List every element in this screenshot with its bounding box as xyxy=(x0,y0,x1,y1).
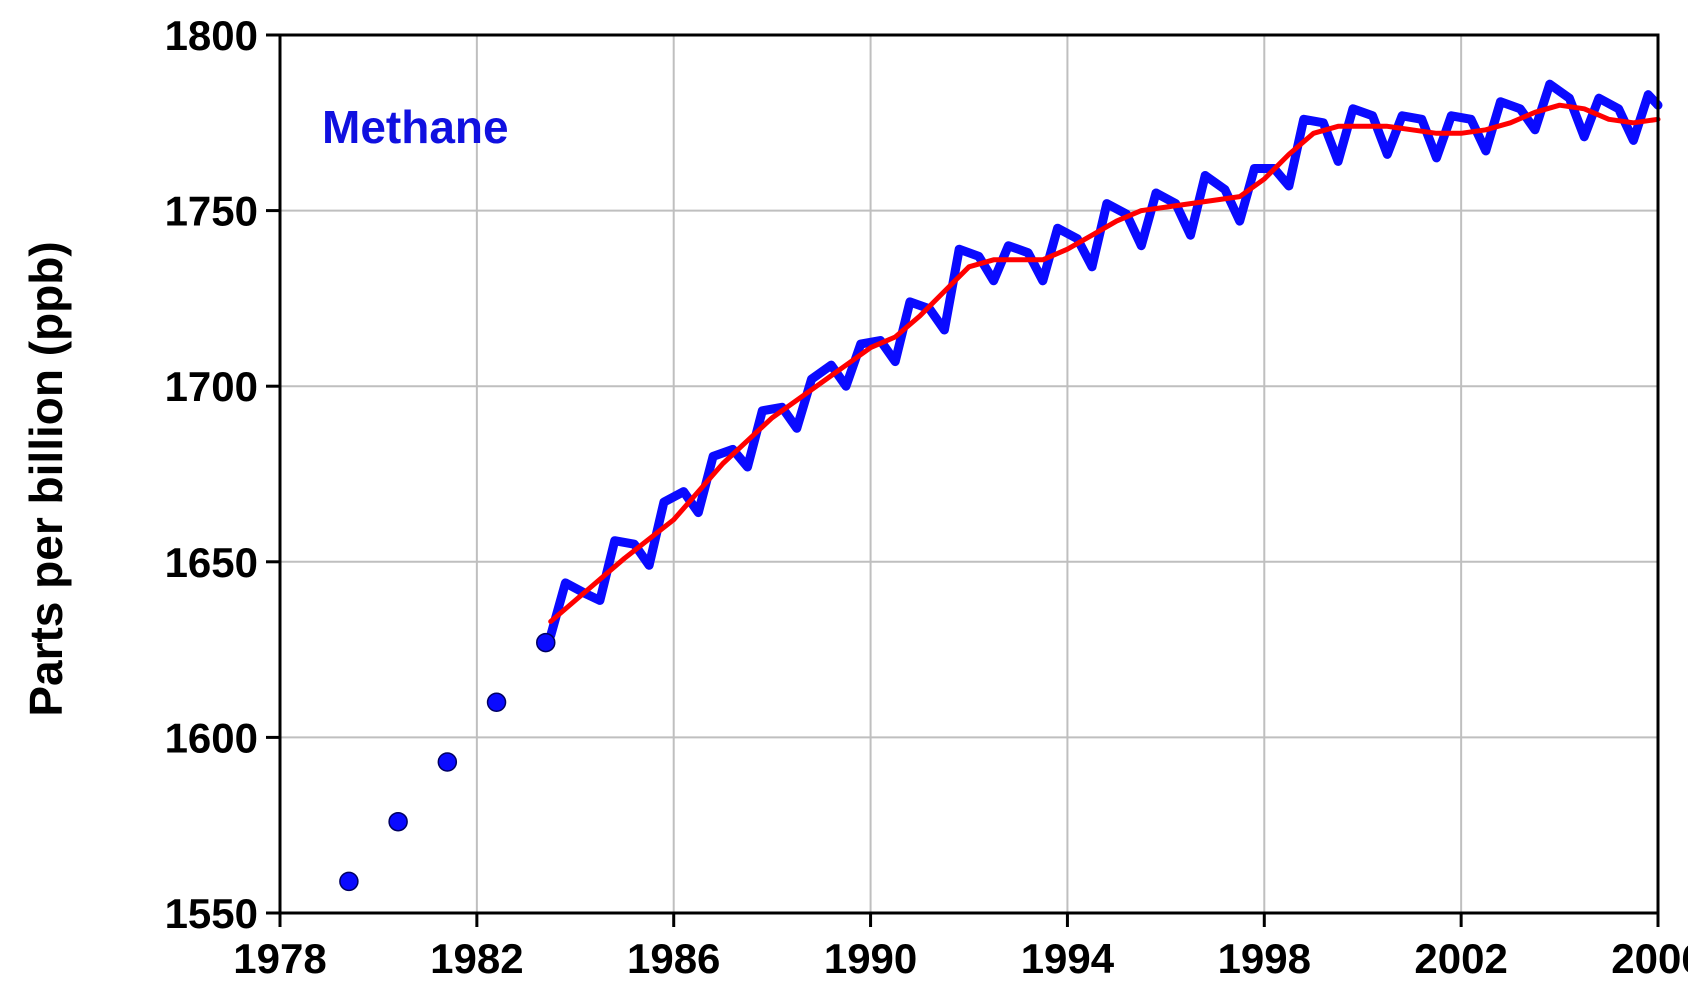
trend-series-line xyxy=(548,102,1661,624)
x-tick-label: 1990 xyxy=(824,935,917,982)
plot-area xyxy=(339,79,1663,892)
y-tick-label: 1750 xyxy=(165,188,258,235)
gridlines xyxy=(279,34,1659,914)
y-tick-label: 1650 xyxy=(165,539,258,586)
y-tick-label: 1600 xyxy=(165,714,258,761)
x-tick-label: 2006 xyxy=(1611,935,1688,982)
plot-frame xyxy=(278,33,1660,915)
annual-data-point xyxy=(536,632,556,653)
y-tick-label: 1800 xyxy=(165,12,258,59)
x-tick-label: 2002 xyxy=(1414,935,1507,982)
annual-data-point xyxy=(486,692,507,713)
x-tick-label: 1998 xyxy=(1218,935,1311,982)
annual-data-point xyxy=(339,871,359,892)
y-axis-label: Parts per billion (ppb) xyxy=(20,241,72,716)
monthly-series-line xyxy=(546,79,1663,641)
x-tick-label: 1986 xyxy=(627,935,720,982)
x-tick-label: 1982 xyxy=(430,935,523,982)
annual-data-point xyxy=(388,811,408,832)
x-tick-label: 1994 xyxy=(1021,935,1115,982)
annual-data-point xyxy=(437,752,458,772)
axis-ticks: 1978 1982 1986 1990 1994 1998 2002 2006 1550 1600… xyxy=(165,12,1688,982)
y-tick-label: 1700 xyxy=(165,363,258,410)
x-tick-label: 1978 xyxy=(233,935,326,982)
series-annotation: Methane xyxy=(322,101,509,153)
y-tick-label: 1550 xyxy=(165,890,258,937)
